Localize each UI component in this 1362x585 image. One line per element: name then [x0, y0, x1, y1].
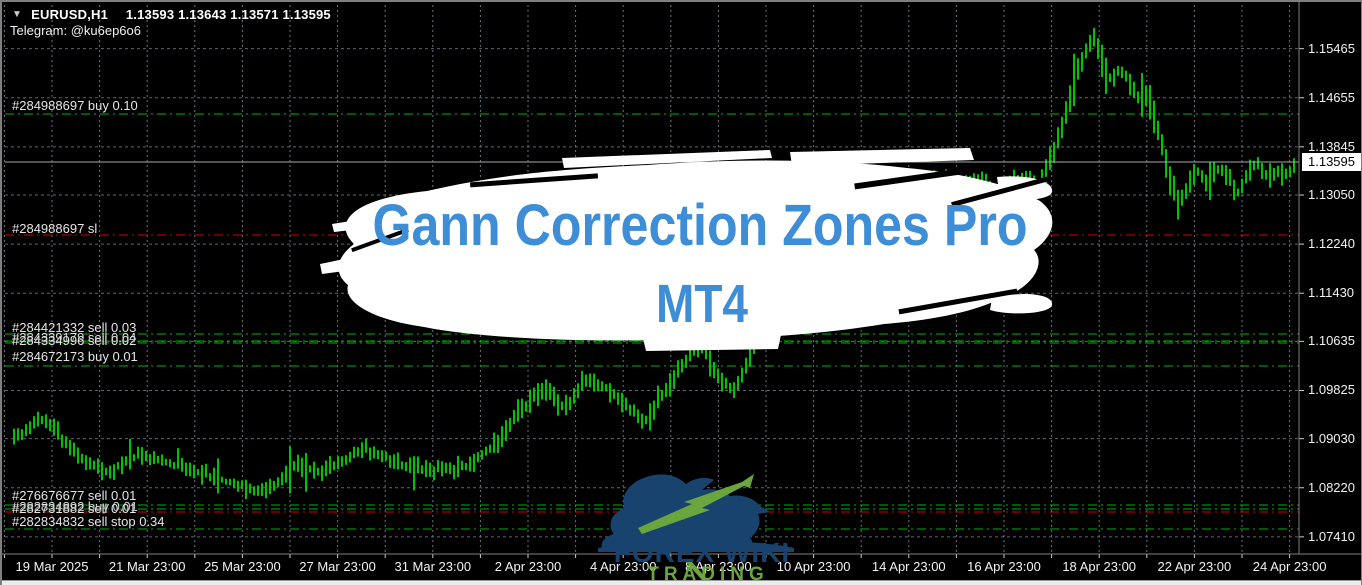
price-axis-label: 1.11430 — [1308, 285, 1355, 301]
trade-order-label: #282834832 sell stop 0.34 — [12, 514, 165, 529]
trade-order-label: #284672173 buy 0.01 — [12, 349, 138, 364]
time-axis-label: 21 Mar 23:00 — [108, 559, 186, 574]
time-axis-label: 24 Apr 23:00 — [1252, 559, 1327, 574]
time-axis-label: 22 Apr 23:00 — [1157, 559, 1232, 574]
time-axis-label: 25 Mar 23:00 — [204, 559, 281, 574]
trade-order-label: #284334996 sell 0.02 — [12, 333, 137, 348]
current-price-box: 1.13595 — [1302, 153, 1361, 171]
price-axis-label: 1.07410 — [1308, 528, 1355, 544]
trade-order-label: #284988697 buy 0.10 — [12, 98, 138, 113]
time-axis-label: 14 Apr 23:00 — [871, 559, 946, 574]
time-axis-label: 27 Mar 23:00 — [299, 559, 376, 574]
price-axis-label: 1.13050 — [1308, 187, 1355, 203]
trade-order-label: #284421332 sell 0.03 — [12, 320, 137, 335]
price-axis-label: 1.14655 — [1308, 89, 1355, 105]
telegram-watermark-text: Telegram: @ku6ep6o6 — [10, 23, 141, 38]
time-axis-label: 10 Apr 23:00 — [776, 559, 851, 574]
chart-header: ▼ EURUSD,H1 1.13593 1.13643 1.13571 1.135… — [12, 7, 331, 22]
price-axis-label: 1.12240 — [1308, 236, 1355, 252]
time-axis-label: 4 Apr 23:00 — [589, 559, 657, 574]
trade-order-label: #284988697 sl — [12, 221, 98, 236]
price-axis-label: 1.08220 — [1308, 479, 1355, 495]
ohlc-quotes: 1.13593 1.13643 1.13571 1.13595 — [125, 7, 331, 22]
price-axis-label: 1.13845 — [1308, 138, 1355, 154]
trade-order-label: #276676677 sell 0.01 — [12, 488, 137, 503]
trade-order-label: #282731882 sell 0.01 — [12, 501, 137, 516]
symbol-period-label: EURUSD,H1 — [31, 7, 109, 22]
price-axis-label: 1.10635 — [1308, 333, 1355, 349]
trade-order-label: #284339179 sell 0.04 — [12, 330, 137, 345]
trade-order-label: #282834892 buy 0.01 — [12, 499, 138, 514]
window-bottom-strip — [2, 580, 1361, 585]
time-axis-label: 2 Apr 23:00 — [494, 559, 562, 574]
chevron-down-icon[interactable]: ▼ — [12, 9, 23, 20]
time-axis-label: 19 Mar 2025 — [15, 559, 89, 574]
time-axis-label: 31 Mar 23:00 — [394, 559, 472, 574]
time-axis-label: 16 Apr 23:00 — [967, 559, 1041, 574]
price-axis-label: 1.09030 — [1308, 430, 1355, 446]
price-axis-label: 1.09825 — [1308, 382, 1355, 398]
time-axis-label: 18 Apr 23:00 — [1062, 559, 1137, 574]
price-axis-label: 1.15465 — [1308, 40, 1355, 56]
